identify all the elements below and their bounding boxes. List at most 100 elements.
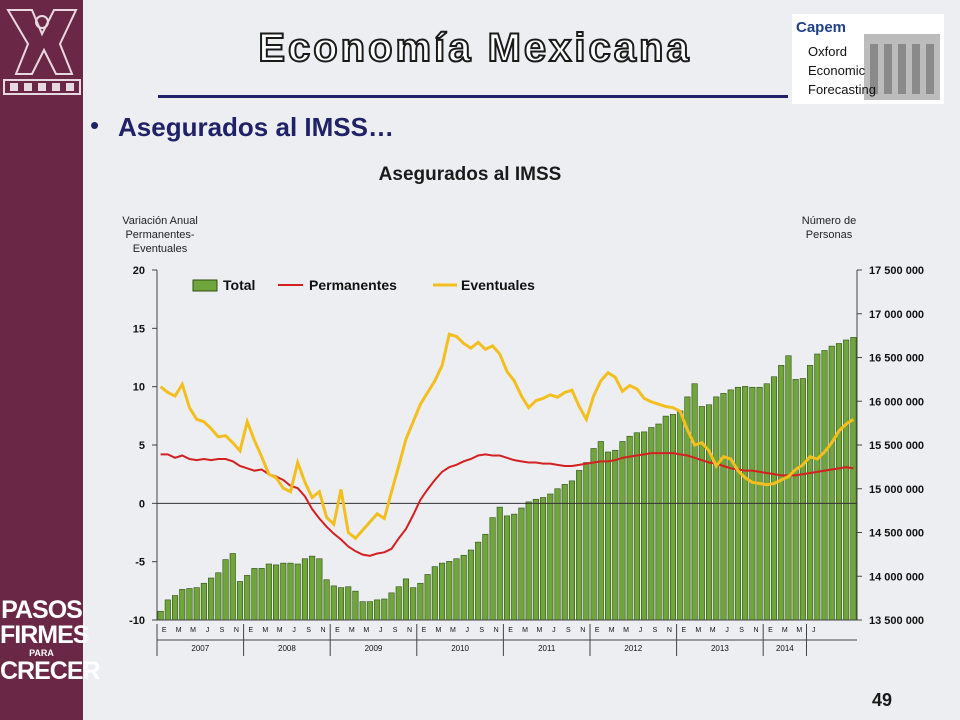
page-number: 49 xyxy=(872,690,893,710)
total-bar xyxy=(280,562,287,621)
pasos-text: PASOS xyxy=(1,596,83,624)
month-tick-label: N xyxy=(580,627,585,634)
legend-permanentes-label: Permanentes xyxy=(309,277,397,293)
total-bar xyxy=(669,414,677,621)
right-tick-label: 15 000 000 xyxy=(869,484,924,496)
total-bar xyxy=(366,601,373,621)
total-bar xyxy=(583,462,590,621)
legend-total-swatch xyxy=(192,279,218,292)
total-bar xyxy=(186,588,193,621)
total-bar xyxy=(835,343,842,621)
month-tick-label: M xyxy=(609,627,615,634)
total-bar xyxy=(727,389,734,621)
year-tick-label: 2011 xyxy=(538,644,556,653)
total-bar xyxy=(258,568,265,621)
total-bar xyxy=(561,484,568,621)
month-tick-label: J xyxy=(379,627,383,634)
left-tick-label: 10 xyxy=(133,382,145,394)
month-tick-label: N xyxy=(320,627,325,634)
year-tick-label: 2007 xyxy=(191,644,209,653)
total-bar xyxy=(475,541,482,621)
month-tick-label: M xyxy=(277,627,283,634)
left-tick-label: -10 xyxy=(129,615,145,627)
para-text: PARA xyxy=(29,648,54,658)
total-bar xyxy=(763,383,770,621)
total-bar xyxy=(229,553,236,621)
total-bar xyxy=(576,470,583,621)
capem-logo: Capem Oxford Economic Forecasting xyxy=(792,14,944,104)
total-bar xyxy=(597,441,604,621)
total-bar xyxy=(402,578,410,621)
total-bar xyxy=(554,488,561,621)
total-bar xyxy=(612,449,619,621)
legend-total-label: Total xyxy=(223,277,255,293)
right-tick-label: 16 000 000 xyxy=(869,396,924,408)
month-tick-label: M xyxy=(796,627,802,634)
right-tick-label: 14 000 000 xyxy=(869,571,924,583)
year-tick-label: 2008 xyxy=(278,644,296,653)
month-tick-label: E xyxy=(248,627,253,634)
total-bar xyxy=(662,415,669,621)
month-tick-label: M xyxy=(262,627,268,634)
month-tick-label: M xyxy=(349,627,355,634)
total-bar xyxy=(359,601,366,621)
sidebar: PASOS FIRMES PARA CRECER xyxy=(0,0,101,720)
total-bar xyxy=(265,563,272,621)
total-bar xyxy=(417,582,424,621)
month-tick-label: M xyxy=(710,627,716,634)
anniversary-logo-icon xyxy=(3,9,81,95)
total-bar xyxy=(489,517,496,621)
month-tick-label: N xyxy=(494,627,499,634)
total-bar xyxy=(273,564,280,621)
right-tick-label: 17 500 000 xyxy=(869,265,924,277)
total-bar xyxy=(215,572,222,621)
total-bar xyxy=(770,376,778,621)
total-bar xyxy=(706,404,713,621)
total-bar xyxy=(179,589,186,621)
month-tick-label: M xyxy=(190,627,196,634)
year-tick-label: 2010 xyxy=(451,644,469,653)
total-bar xyxy=(157,610,164,621)
total-bar xyxy=(785,355,792,621)
month-tick-label: M xyxy=(450,627,456,634)
total-bar xyxy=(720,393,727,621)
left-tick-label: 20 xyxy=(133,265,145,277)
left-tick-label: 5 xyxy=(139,440,145,452)
month-tick-label: J xyxy=(206,627,210,634)
total-bar xyxy=(799,378,806,621)
month-tick-label: E xyxy=(508,627,513,634)
eventuales-line xyxy=(159,332,855,541)
right-tick-label: 14 500 000 xyxy=(869,528,924,540)
total-bar xyxy=(388,592,395,621)
slide-subtitle: Asegurados al IMSS… xyxy=(118,112,394,142)
total-bar xyxy=(691,383,698,621)
total-bar xyxy=(251,568,258,621)
month-tick-label: J xyxy=(639,627,643,634)
total-bar xyxy=(677,410,684,621)
total-bar xyxy=(381,598,388,621)
total-bar xyxy=(778,365,785,621)
page-title: Economía Mexicana xyxy=(257,25,692,71)
left-tick-label: 15 xyxy=(133,323,145,335)
month-tick-label: J xyxy=(812,627,816,634)
month-tick-label: M xyxy=(623,627,629,634)
total-bar xyxy=(439,562,446,621)
total-bar xyxy=(807,365,814,621)
capem-forecasting: Forecasting xyxy=(808,82,876,97)
month-tick-label: N xyxy=(753,627,758,634)
right-axis-title: Número de Personas xyxy=(801,215,857,241)
total-bar xyxy=(172,595,179,621)
month-tick-label: M xyxy=(782,627,788,634)
total-bar xyxy=(395,586,402,621)
total-bar xyxy=(626,435,633,621)
month-tick-label: M xyxy=(176,627,182,634)
capem-logo-icon: Capem Oxford Economic Forecasting xyxy=(796,19,940,100)
total-bar xyxy=(330,585,337,621)
right-tick-label: 15 500 000 xyxy=(869,440,924,452)
total-bar xyxy=(309,555,316,621)
total-bar xyxy=(374,599,381,621)
month-tick-label: E xyxy=(422,627,427,634)
capem-name: Capem xyxy=(796,19,846,36)
month-tick-label: S xyxy=(566,627,571,634)
